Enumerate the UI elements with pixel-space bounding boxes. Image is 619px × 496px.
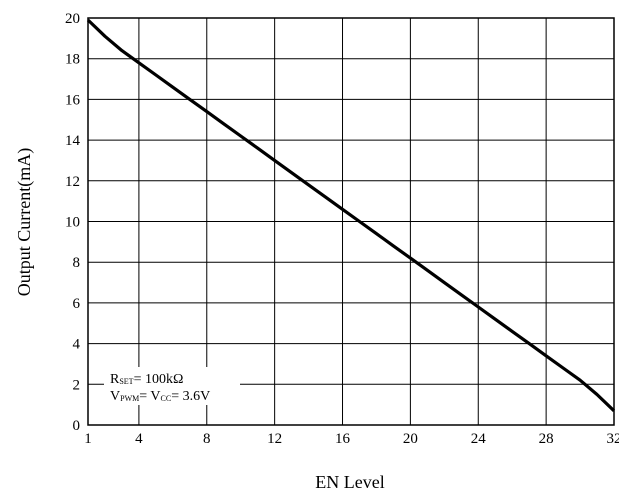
x-axis-label: EN Level — [315, 472, 384, 492]
series-group — [86, 18, 616, 412]
grid — [87, 17, 615, 426]
x-tick-label: 12 — [267, 431, 282, 447]
y-tick-label: 20 — [65, 11, 80, 27]
x-tick-label: 28 — [539, 431, 554, 447]
x-tick-label: 4 — [135, 431, 143, 447]
x-tick-label: 32 — [607, 431, 619, 447]
y-axis-label: Output Current(mA) — [14, 148, 35, 296]
series-line — [86, 18, 616, 412]
y-tick-label: 0 — [73, 418, 81, 434]
y-tick-label: 8 — [73, 255, 81, 271]
y-tick-label: 2 — [73, 377, 81, 393]
annotation-line-1: RSET= 100kΩ — [110, 372, 183, 387]
y-tick-label: 6 — [73, 296, 81, 312]
x-tick-label: 16 — [335, 431, 351, 447]
y-tick-label: 16 — [65, 92, 81, 108]
annotation-background — [104, 367, 240, 405]
x-tick-label: 8 — [203, 431, 211, 447]
x-tick-label: 20 — [403, 431, 418, 447]
y-tick-label: 14 — [65, 133, 81, 149]
y-tick-label: 4 — [73, 337, 81, 353]
x-tick-label: 1 — [84, 431, 92, 447]
y-tick-label: 12 — [65, 174, 80, 190]
annotation-box: RSET= 100kΩ VPWM= VCC= 3.6V — [104, 367, 240, 405]
annotation-line-2: VPWM= VCC= 3.6V — [110, 389, 210, 404]
plot-frame — [87, 17, 615, 426]
y-tick-label: 18 — [65, 52, 80, 68]
x-tick-label: 24 — [471, 431, 487, 447]
y-tick-label: 10 — [65, 215, 80, 231]
